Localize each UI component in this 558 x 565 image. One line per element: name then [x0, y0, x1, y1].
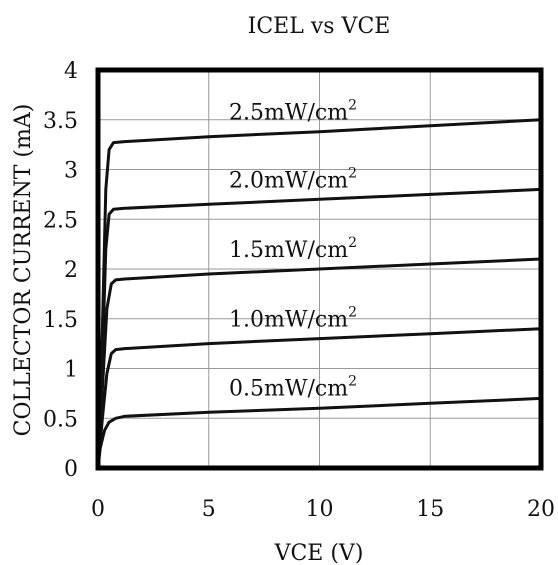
series-label-text: 2.5mW/cm — [229, 101, 348, 126]
x-tick-label: 0 — [91, 497, 105, 522]
x-tick-label: 15 — [416, 497, 444, 522]
series-label: 1.0mW/cm2 — [229, 305, 357, 333]
series-label-text: 2.0mW/cm — [229, 168, 348, 193]
x-tick-label: 5 — [202, 497, 216, 522]
y-tick-labels: 0 0.5 1 1.5 2 2.5 3 3.5 4 — [43, 59, 78, 482]
y-tick-label: 1 — [64, 358, 78, 383]
y-tick-label: 0 — [64, 457, 78, 482]
series-line — [96, 118, 542, 469]
series-label: 1.5mW/cm2 — [229, 235, 357, 263]
series-label: 2.0mW/cm2 — [229, 165, 357, 193]
series-label-text: 0.5mW/cm — [229, 376, 348, 401]
y-tick-label: 1.5 — [43, 308, 78, 333]
series-label-superscript: 2 — [348, 305, 357, 321]
x-tick-label: 10 — [306, 497, 334, 522]
y-tick-label: 3 — [64, 159, 78, 184]
series-line — [96, 257, 542, 469]
curves — [96, 118, 542, 469]
series-label: 2.5mW/cm2 — [229, 98, 357, 126]
series-label-superscript: 2 — [348, 235, 357, 251]
series-line — [96, 327, 542, 469]
series-label-superscript: 2 — [348, 165, 357, 181]
y-axis-label: COLLECTOR CURRENT (mA) — [11, 104, 36, 437]
series-label: 0.5mW/cm2 — [229, 373, 357, 401]
series-label-superscript: 2 — [348, 98, 357, 114]
y-tick-label: 3.5 — [43, 109, 78, 134]
series-label-text: 1.0mW/cm — [229, 308, 348, 333]
y-tick-label: 2 — [64, 258, 78, 283]
curve-labels: 0.5mW/cm21.0mW/cm21.5mW/cm22.0mW/cm22.5m… — [229, 98, 357, 402]
chart-title: ICEL vs VCE — [248, 14, 391, 39]
y-tick-label: 2.5 — [43, 208, 78, 233]
series-label-text: 1.5mW/cm — [229, 238, 348, 263]
x-tick-labels: 0 5 10 15 20 — [91, 497, 555, 522]
x-axis-label: VCE (V) — [274, 541, 364, 565]
series-line — [96, 396, 542, 469]
y-tick-label: 0.5 — [43, 407, 78, 432]
series-label-superscript: 2 — [348, 373, 357, 389]
plot-frame — [95, 67, 544, 471]
x-tick-label: 20 — [527, 497, 555, 522]
y-tick-label: 4 — [64, 59, 78, 84]
